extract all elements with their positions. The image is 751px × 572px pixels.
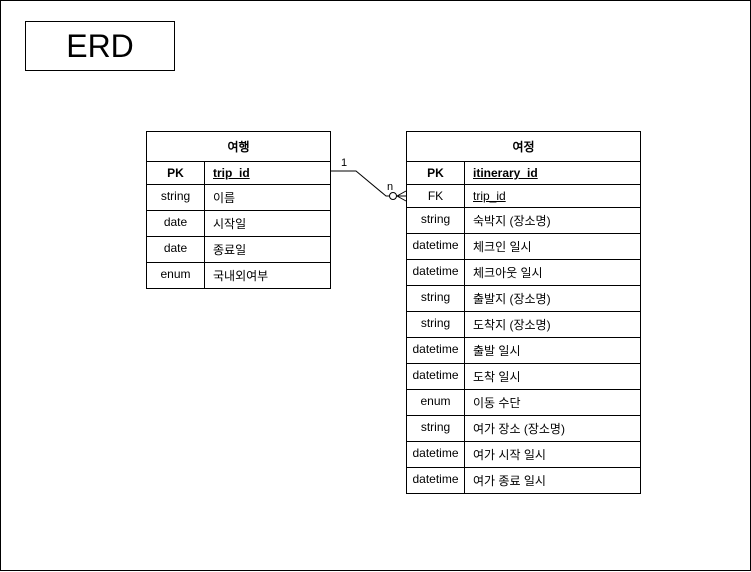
entity-row: FKtrip_id [407,185,640,208]
row-name: 숙박지 (장소명) [465,208,640,233]
entity-trip: 여행PKtrip_idstring이름date시작일date종료일enum국내외… [146,131,331,289]
erd-canvas: ERD 여행PKtrip_idstring이름date시작일date종료일enu… [0,0,751,571]
row-name: 국내외여부 [205,263,330,288]
row-type: PK [407,162,465,184]
row-name: 이름 [205,185,330,210]
entity-itinerary: 여정PKitinerary_idFKtrip_idstring숙박지 (장소명)… [406,131,641,494]
row-type: string [407,286,465,311]
row-type: date [147,211,205,236]
row-name: 출발지 (장소명) [465,286,640,311]
row-type: datetime [407,442,465,467]
entity-header: 여행 [147,132,330,162]
row-type: string [407,416,465,441]
entity-row: string출발지 (장소명) [407,286,640,312]
row-name: 도착 일시 [465,364,640,389]
row-type: string [147,185,205,210]
diagram-title: ERD [66,28,134,65]
row-name: 여가 종료 일시 [465,468,640,493]
row-name: trip_id [465,185,640,207]
entity-row: datetime출발 일시 [407,338,640,364]
entity-row: string이름 [147,185,330,211]
row-name: 체크아웃 일시 [465,260,640,285]
row-name: trip_id [205,162,330,184]
row-name: 시작일 [205,211,330,236]
entity-row: string숙박지 (장소명) [407,208,640,234]
row-name: 종료일 [205,237,330,262]
entity-row: PKitinerary_id [407,162,640,185]
entity-row: enum이동 수단 [407,390,640,416]
row-name: 체크인 일시 [465,234,640,259]
entity-row: enum국내외여부 [147,263,330,288]
row-type: datetime [407,234,465,259]
row-name: 여가 시작 일시 [465,442,640,467]
entity-row: datetime여가 시작 일시 [407,442,640,468]
row-name: 여가 장소 (장소명) [465,416,640,441]
row-type: datetime [407,364,465,389]
row-type: enum [407,390,465,415]
entity-row: datetime체크인 일시 [407,234,640,260]
entity-row: string여가 장소 (장소명) [407,416,640,442]
row-type: date [147,237,205,262]
diagram-title-box: ERD [25,21,175,71]
row-type: datetime [407,468,465,493]
entity-header: 여정 [407,132,640,162]
row-type: PK [147,162,205,184]
entity-row: date시작일 [147,211,330,237]
svg-text:1: 1 [341,157,347,169]
row-name: itinerary_id [465,162,640,184]
entity-row: date종료일 [147,237,330,263]
entity-row: string도착지 (장소명) [407,312,640,338]
svg-text:n: n [387,181,393,193]
row-name: 출발 일시 [465,338,640,363]
entity-row: datetime도착 일시 [407,364,640,390]
row-name: 이동 수단 [465,390,640,415]
row-type: enum [147,263,205,288]
row-type: string [407,312,465,337]
row-type: datetime [407,338,465,363]
entity-row: PKtrip_id [147,162,330,185]
entity-row: datetime체크아웃 일시 [407,260,640,286]
row-name: 도착지 (장소명) [465,312,640,337]
entity-row: datetime여가 종료 일시 [407,468,640,493]
row-type: string [407,208,465,233]
row-type: FK [407,185,465,207]
row-type: datetime [407,260,465,285]
